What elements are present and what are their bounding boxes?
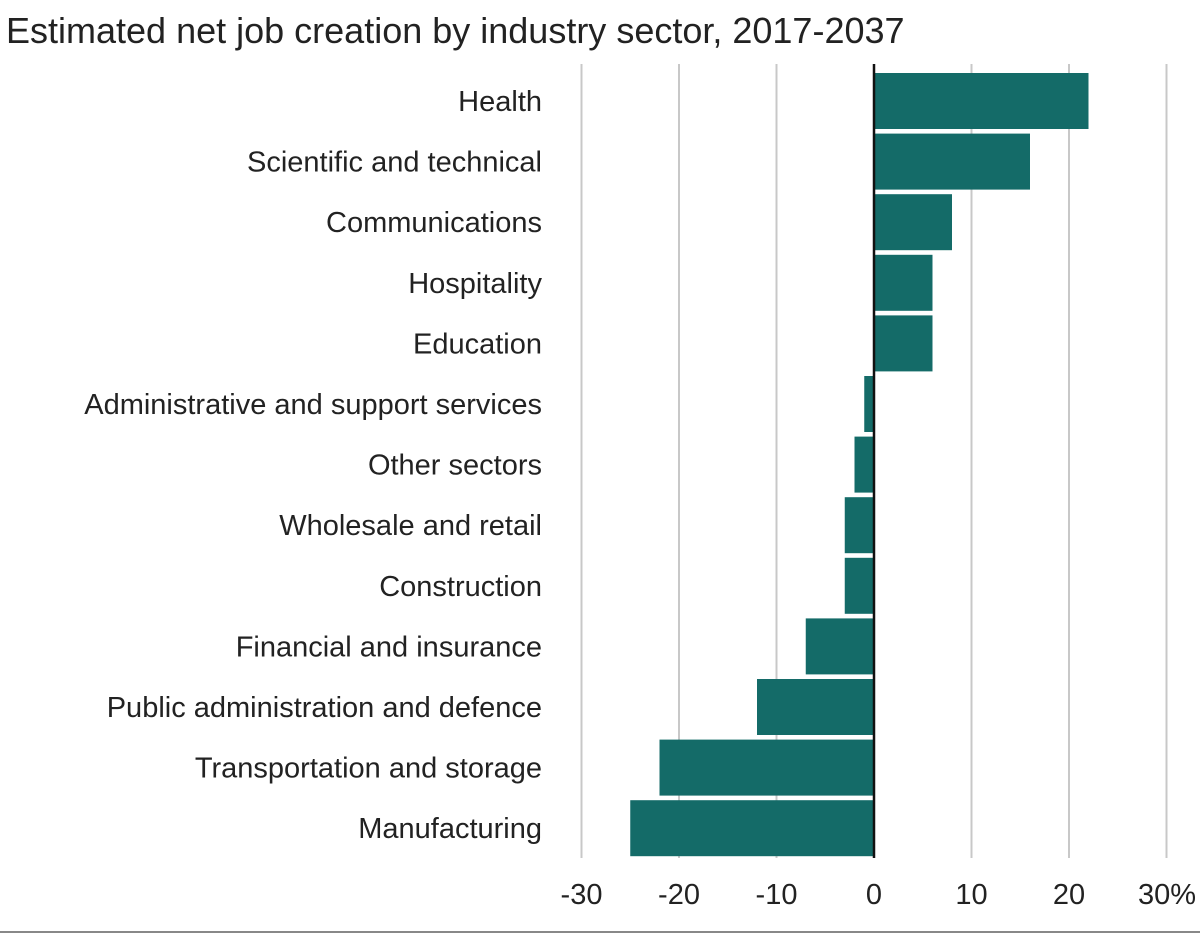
- category-label: Transportation and storage: [195, 753, 542, 785]
- bar: [659, 739, 874, 796]
- bar: [844, 557, 874, 614]
- bar: [630, 800, 874, 857]
- category-labels: Health Scientific and technical Communicat…: [84, 86, 542, 845]
- bars: [630, 64, 1089, 858]
- grid-lines: [580, 64, 1168, 858]
- bar: [757, 679, 874, 735]
- bar: [874, 254, 933, 311]
- bar: [874, 194, 952, 251]
- chart-title: Estimated net job creation by industry s…: [6, 10, 905, 51]
- bar: [874, 315, 933, 372]
- category-label: Other sectors: [368, 450, 542, 482]
- category-label: Scientific and technical: [247, 147, 542, 179]
- bar: [854, 436, 874, 493]
- category-label: Wholesale and retail: [279, 510, 542, 542]
- tick-label: 0: [866, 879, 882, 911]
- category-label: Hospitality: [408, 268, 542, 300]
- category-label: Education: [413, 328, 542, 360]
- tick-label: -10: [756, 879, 798, 911]
- category-label: Administrative and support services: [84, 389, 542, 421]
- tick-label: 20: [1053, 879, 1085, 911]
- bar: [844, 497, 874, 554]
- category-label: Manufacturing: [358, 813, 542, 845]
- category-label: Communications: [326, 207, 542, 239]
- tick-label: -30: [561, 879, 603, 911]
- category-label: Health: [458, 86, 542, 118]
- category-label: Public administration and defence: [107, 692, 542, 724]
- category-label: Construction: [379, 571, 542, 603]
- tick-label: 10: [955, 879, 987, 911]
- bar: [874, 133, 1030, 190]
- category-label: Financial and insurance: [236, 631, 542, 663]
- x-axis-ticks: -30 -20 -10 0 10 20 30%: [561, 879, 1196, 911]
- tick-label: -20: [658, 879, 700, 911]
- tick-label: 30%: [1138, 879, 1196, 911]
- bar: [805, 618, 874, 675]
- bar: [874, 73, 1089, 129]
- bar: [864, 376, 874, 432]
